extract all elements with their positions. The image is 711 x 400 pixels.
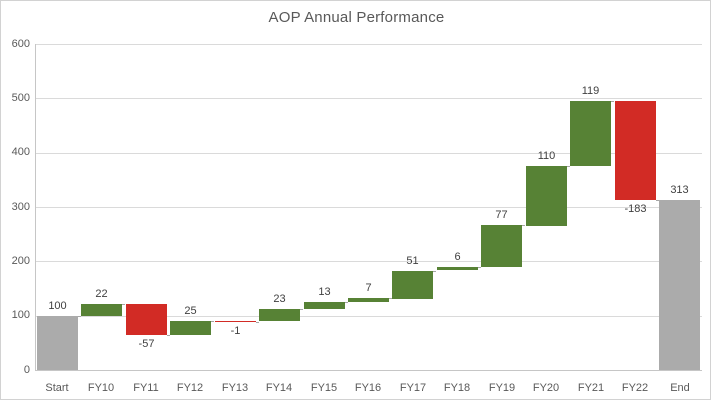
x-axis-line [35,370,702,371]
x-tick-fy20: FY20 [532,382,560,394]
x-tick-fy22: FY22 [621,382,649,394]
x-tick-fy18: FY18 [443,382,471,394]
x-tick-fy19: FY19 [488,382,516,394]
connector-fy12 [211,321,214,322]
bar-fy20 [526,166,567,226]
bar-fy16 [348,298,389,302]
connector-fy10 [122,304,125,305]
gridline-500 [35,98,702,99]
x-tick-fy21: FY21 [577,382,605,394]
bar-end [659,200,700,370]
bar-fy21 [570,101,611,166]
x-tick-fy15: FY15 [310,382,338,394]
connector-start [78,316,81,317]
x-tick-fy16: FY16 [354,382,382,394]
connector-fy19 [522,225,525,226]
connector-fy18 [478,267,481,268]
gridline-100 [35,316,702,317]
connector-fy22 [656,200,659,201]
y-tick-300: 300 [11,201,30,213]
gridline-300 [35,207,702,208]
label-fy16: 7 [365,282,372,294]
connector-fy21 [611,101,614,102]
label-fy10: 22 [95,288,108,300]
label-fy20: 110 [537,150,556,162]
label-end: 313 [670,184,689,196]
bar-fy19 [481,225,522,267]
bar-start [37,316,78,370]
gridline-600 [35,44,702,45]
y-tick-600: 600 [11,38,30,50]
connector-fy11 [167,335,170,336]
x-tick-end: End [670,382,690,394]
y-tick-200: 200 [11,255,30,267]
bar-fy14 [259,309,300,321]
gridline-200 [35,261,702,262]
bar-fy10 [81,304,122,316]
connector-fy20 [567,166,570,167]
y-tick-100: 100 [11,309,30,321]
y-tick-400: 400 [11,146,30,158]
label-fy12: 25 [184,305,197,317]
label-fy14: 23 [273,293,286,305]
x-tick-start: Start [45,382,69,394]
x-tick-fy13: FY13 [221,382,249,394]
bar-fy13 [215,321,256,322]
x-tick-fy11: FY11 [133,382,159,394]
y-tick-0: 0 [23,364,30,376]
label-fy19: 77 [495,209,508,221]
y-axis-line [35,44,36,370]
x-tick-fy17: FY17 [399,382,427,394]
connector-fy13 [256,322,259,323]
label-fy22: -183 [624,203,647,215]
x-tick-fy14: FY14 [265,382,293,394]
connector-fy14 [300,309,303,310]
connector-fy16 [389,298,392,299]
label-fy17: 51 [406,255,419,267]
label-fy21: 119 [581,85,600,97]
label-start: 100 [48,300,67,312]
connector-fy17 [433,271,436,272]
bar-fy18 [437,267,478,270]
connector-fy15 [345,302,348,303]
bar-fy17 [392,271,433,299]
gridline-400 [35,153,702,154]
bar-fy22 [615,101,656,200]
label-fy11: -57 [138,338,155,350]
y-tick-500: 500 [11,92,30,104]
bar-fy11 [126,304,167,335]
chart-title: AOP Annual Performance [268,9,445,26]
bar-fy15 [304,302,345,309]
label-fy18: 6 [454,251,461,263]
bar-fy12 [170,321,211,335]
label-fy13: -1 [230,325,241,337]
label-fy15: 13 [318,286,331,298]
x-tick-fy10: FY10 [87,382,115,394]
x-tick-fy12: FY12 [176,382,204,394]
